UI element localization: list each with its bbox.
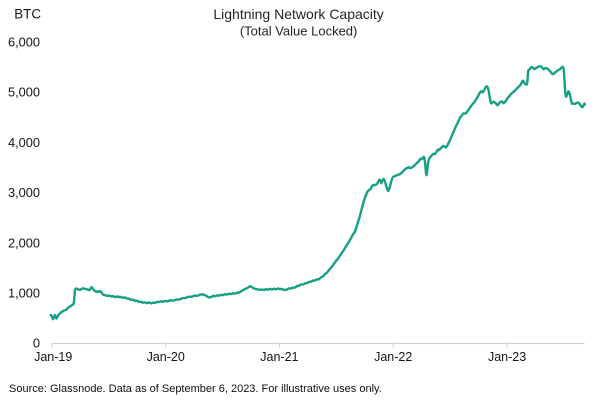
svg-text:4,000: 4,000: [8, 135, 40, 150]
svg-text:2,000: 2,000: [8, 235, 40, 250]
svg-text:Jan-20: Jan-20: [147, 350, 185, 364]
svg-text:6,000: 6,000: [8, 34, 40, 49]
svg-text:BTC: BTC: [14, 7, 41, 22]
svg-text:(Total Value Locked): (Total Value Locked): [240, 24, 358, 39]
svg-text:1,000: 1,000: [8, 286, 40, 301]
svg-text:3,000: 3,000: [8, 185, 40, 200]
svg-text:Source: Glassnode. Data as of: Source: Glassnode. Data as of September …: [9, 383, 382, 395]
svg-text:Jan-19: Jan-19: [34, 350, 72, 364]
svg-text:5,000: 5,000: [8, 85, 40, 100]
svg-text:Jan-23: Jan-23: [488, 350, 526, 364]
svg-text:Lightning Network Capacity: Lightning Network Capacity: [213, 6, 383, 22]
svg-text:Jan-22: Jan-22: [374, 350, 412, 364]
svg-text:Jan-21: Jan-21: [260, 350, 298, 364]
svg-text:0: 0: [33, 335, 40, 350]
